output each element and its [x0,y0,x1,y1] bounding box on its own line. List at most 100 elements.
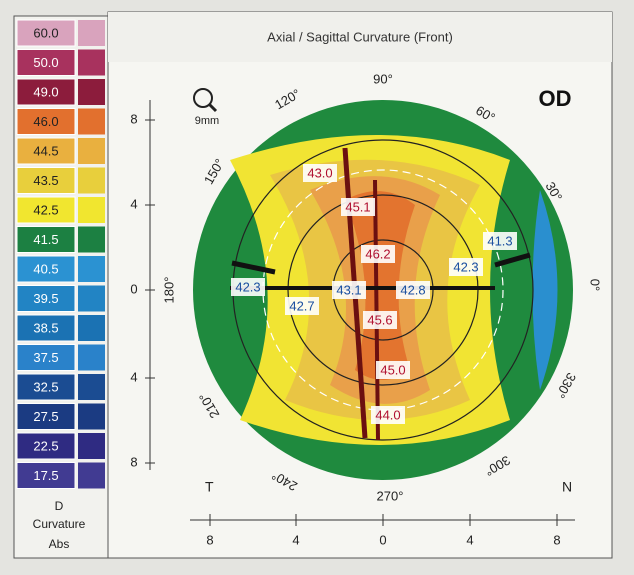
scale-swatch [16,137,76,165]
angle-label: 0° [588,279,603,291]
reading: 42.8 [400,282,425,297]
x-tick-label: 4 [292,532,299,547]
scale-label: 40.5 [33,261,58,276]
scale-strip [78,197,105,223]
scale-swatch [16,167,76,194]
scale-label: 37.5 [33,350,58,365]
scale-label: 43.5 [33,173,58,188]
reading-box [371,406,405,424]
title: Axial / Sagittal Curvature (Front) [267,29,453,44]
angle-label: 270° [377,488,404,503]
reading: 42.3 [235,279,260,294]
scale-strip [78,20,105,46]
scale-label: 60.0 [33,25,58,40]
scale-swatch [16,462,76,489]
scale-strip [78,79,105,105]
eye-label: OD [539,86,572,111]
scale-swatch [16,255,76,283]
reading-box [376,361,410,379]
scale-label: 49.0 [33,84,58,99]
reading-box [449,258,483,276]
nasal-label: N [562,479,572,495]
reading-box [341,198,375,216]
scale-swatch [16,285,76,312]
scale-label: 46.0 [33,114,58,129]
x-tick-label: 4 [466,532,473,547]
reading-box [332,281,366,299]
x-tick-label: 8 [206,532,213,547]
scale-label: 32.5 [33,379,58,394]
zoom-icon [207,102,218,113]
scale-strip [78,315,105,341]
curvature-map [193,100,573,480]
scale-swatch [16,344,76,371]
reading-box [361,245,395,263]
scale-swatch [16,373,76,401]
scale-label: 44.5 [33,143,58,158]
reading-box [285,297,319,315]
reading: 45.6 [367,312,392,327]
reading: 42.3 [453,259,478,274]
scale-strip [78,108,105,135]
scale-label: 39.5 [33,291,58,306]
scale-swatch [16,314,76,342]
scale-swatch [16,49,76,76]
scale-swatch [16,226,76,253]
scale-swatch [16,78,76,106]
scale-label: 17.5 [33,468,58,483]
scale-mode: Abs [49,537,70,551]
reading: 46.2 [365,246,390,261]
x-tick-label: 8 [553,532,560,547]
reading-box [396,281,430,299]
reading: 45.0 [380,362,405,377]
scale-swatch [16,403,76,430]
scale-strip [78,167,105,194]
reading: 43.0 [307,165,332,180]
y-tick-label: 8 [130,454,137,469]
zoom-icon [193,88,213,108]
scale-label: 41.5 [33,232,58,247]
scale-unit: D [55,499,64,513]
scale-strip [78,462,105,489]
scale-strip [78,49,105,76]
temporal-label: T [205,479,214,495]
scale-swatch [16,196,76,224]
scale-swatch [16,432,76,460]
y-tick-label: 8 [130,111,137,126]
scale-strip [78,285,105,312]
y-tick-label: 4 [130,196,137,211]
reading-box [231,278,265,296]
y-tick-label: 4 [130,369,137,384]
scale-label: 38.5 [33,320,58,335]
scale-strip [78,374,105,400]
reading: 42.7 [289,298,314,313]
angle-label: 90° [373,71,393,86]
y-tick-label: 0 [130,281,137,296]
scale-swatch [16,19,76,47]
reading-box [483,232,517,250]
scale-kind: Curvature [33,517,86,531]
x-tick-label: 0 [379,532,386,547]
angle-label: 180° [161,277,176,304]
zoom-label: 9mm [195,115,219,127]
scale-label: 27.5 [33,409,58,424]
scale-strip [78,138,105,164]
reading: 43.1 [336,282,361,297]
scale-label: 42.5 [33,202,58,217]
reading: 44.0 [375,407,400,422]
reading-box [303,164,337,182]
title-bar [108,12,612,62]
reading-box [363,311,397,329]
scale-strip [78,226,105,253]
scale-strip [78,403,105,430]
reading: 41.3 [487,233,512,248]
scale-strip [78,433,105,459]
reading: 45.1 [345,199,370,214]
scale-strip [78,256,105,282]
scale-strip [78,344,105,371]
scale-swatch [16,108,76,135]
scale-label: 22.5 [33,438,58,453]
scale-label: 50.0 [33,55,58,70]
